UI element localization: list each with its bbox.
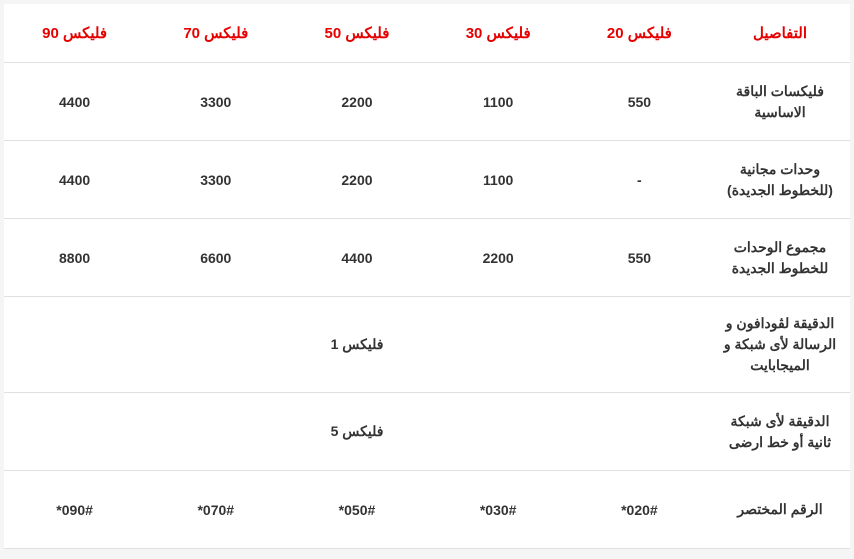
cell-value: 1100 xyxy=(428,63,569,141)
table-row: 5 فليكس الدقيقة لأى شبكة ثانية أو خط ارض… xyxy=(4,393,850,471)
cell-value: 4400 xyxy=(4,63,145,141)
cell-value: 3300 xyxy=(145,141,286,219)
cell-value: 4400 xyxy=(286,219,427,297)
cell-value: 3300 xyxy=(145,63,286,141)
row-label: مجموع الوحدات للخطوط الجديدة xyxy=(710,219,850,297)
pricing-table: فليكس 90 فليكس 70 فليكس 50 فليكس 30 فليك… xyxy=(4,4,850,549)
cell-value: 2200 xyxy=(428,219,569,297)
cell-value: 2200 xyxy=(286,141,427,219)
col-header-flex20: فليكس 20 xyxy=(569,4,710,63)
row-label: الرقم المختصر xyxy=(710,471,850,549)
cell-value: *090# xyxy=(4,471,145,549)
cell-value: 2200 xyxy=(286,63,427,141)
cell-value: *070# xyxy=(145,471,286,549)
row-label: الدقيقة لأى شبكة ثانية أو خط ارضى xyxy=(710,393,850,471)
col-header-flex70: فليكس 70 xyxy=(145,4,286,63)
col-header-flex50: فليكس 50 xyxy=(286,4,427,63)
cell-merged: 5 فليكس xyxy=(4,393,710,471)
cell-value: *030# xyxy=(428,471,569,549)
cell-value: 8800 xyxy=(4,219,145,297)
col-header-details: التفاصيل xyxy=(710,4,850,63)
table-row: 1 فليكس الدقيقة لڤودافون و الرسالة لأى ش… xyxy=(4,297,850,393)
table-row: 4400 3300 2200 1100 550 فليكسات الباقة ا… xyxy=(4,63,850,141)
cell-value: 550 xyxy=(569,219,710,297)
row-label: وحدات مجانية (للخطوط الجديدة) xyxy=(710,141,850,219)
cell-value: 6600 xyxy=(145,219,286,297)
row-label: الدقيقة لڤودافون و الرسالة لأى شبكة و ال… xyxy=(710,297,850,393)
cell-value: *020# xyxy=(569,471,710,549)
table-row: 4400 3300 2200 1100 - وحدات مجانية (للخط… xyxy=(4,141,850,219)
cell-value: - xyxy=(569,141,710,219)
table-header-row: فليكس 90 فليكس 70 فليكس 50 فليكس 30 فليك… xyxy=(4,4,850,63)
cell-merged: 1 فليكس xyxy=(4,297,710,393)
cell-value: 1100 xyxy=(428,141,569,219)
pricing-table-container: فليكس 90 فليكس 70 فليكس 50 فليكس 30 فليك… xyxy=(4,4,850,549)
cell-value: 4400 xyxy=(4,141,145,219)
col-header-flex30: فليكس 30 xyxy=(428,4,569,63)
table-row: 8800 6600 4400 2200 550 مجموع الوحدات لل… xyxy=(4,219,850,297)
cell-value: 550 xyxy=(569,63,710,141)
cell-value: *050# xyxy=(286,471,427,549)
table-row: *090# *070# *050# *030# *020# الرقم المخ… xyxy=(4,471,850,549)
row-label: فليكسات الباقة الاساسية xyxy=(710,63,850,141)
col-header-flex90: فليكس 90 xyxy=(4,4,145,63)
